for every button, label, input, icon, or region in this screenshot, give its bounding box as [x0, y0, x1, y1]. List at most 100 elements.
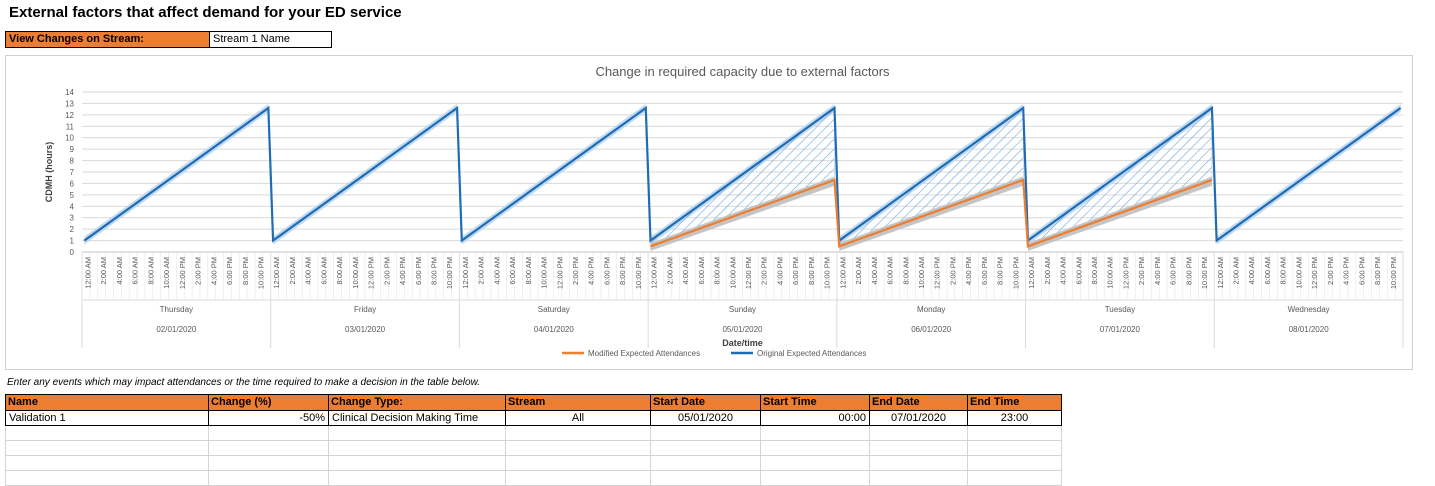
hour-tick-label: 8:00 PM: [1184, 257, 1193, 285]
stream-select[interactable]: Stream 1 Name: [210, 31, 332, 48]
table-header-row: Name Change (%) Change Type: Stream Star…: [5, 394, 1062, 411]
y-tick-label: 9: [70, 145, 75, 154]
y-tick-label: 2: [70, 225, 75, 234]
hour-tick-label: 12:00 AM: [838, 257, 847, 289]
empty-cell[interactable]: [967, 425, 1062, 441]
cell-end-date[interactable]: 07/01/2020: [869, 410, 968, 426]
col-header-start-time: Start Time: [760, 394, 870, 411]
empty-cell[interactable]: [5, 455, 209, 471]
hour-tick-label: 8:00 AM: [524, 257, 533, 285]
empty-cell[interactable]: [505, 455, 651, 471]
hour-tick-label: 6:00 AM: [319, 257, 328, 285]
empty-cell[interactable]: [328, 425, 506, 441]
empty-cell[interactable]: [869, 470, 968, 486]
day-name-label: Monday: [917, 305, 945, 314]
hour-tick-label: 12:00 AM: [84, 257, 93, 289]
hour-tick-label: 4:00 AM: [681, 257, 690, 285]
hour-tick-label: 6:00 PM: [225, 257, 234, 285]
stream-label: View Changes on Stream:: [5, 31, 210, 48]
cell-end-time[interactable]: 23:00: [967, 410, 1062, 426]
empty-cell[interactable]: [5, 470, 209, 486]
empty-cell[interactable]: [967, 455, 1062, 471]
empty-cell[interactable]: [328, 470, 506, 486]
hour-tick-label: 8:00 AM: [713, 257, 722, 285]
hour-tick-label: 4:00 PM: [1153, 257, 1162, 285]
cell-name[interactable]: Validation 1: [5, 410, 209, 426]
hour-tick-label: 4:00 AM: [492, 257, 501, 285]
cell-start-time[interactable]: 00:00: [760, 410, 870, 426]
hour-tick-label: 4:00 AM: [1059, 257, 1068, 285]
original-series-line: [83, 105, 1402, 243]
empty-cell[interactable]: [869, 440, 968, 456]
empty-cell[interactable]: [208, 455, 329, 471]
y-tick-label: 14: [65, 88, 74, 97]
hour-tick-label: 12:00 AM: [272, 257, 281, 289]
empty-cell[interactable]: [967, 470, 1062, 486]
y-tick-label: 1: [70, 237, 75, 246]
hour-tick-label: 2:00 AM: [477, 257, 486, 285]
hour-tick-label: 10:00 PM: [1389, 257, 1398, 289]
hour-tick-label: 6:00 AM: [697, 257, 706, 285]
hour-tick-label: 6:00 PM: [1169, 257, 1178, 285]
hour-tick-label: 4:00 PM: [1342, 257, 1351, 285]
col-header-stream: Stream: [505, 394, 651, 411]
empty-cell[interactable]: [208, 440, 329, 456]
hour-tick-label: 4:00 AM: [304, 257, 313, 285]
empty-cell[interactable]: [967, 440, 1062, 456]
hour-tick-label: 6:00 PM: [414, 257, 423, 285]
hour-tick-label: 12:00 PM: [178, 257, 187, 289]
y-axis-label: CDMH (hours): [44, 142, 54, 203]
empty-cell[interactable]: [5, 425, 209, 441]
hour-tick-label: 2:00 AM: [665, 257, 674, 285]
hour-tick-label: 10:00 PM: [1011, 257, 1020, 289]
hour-tick-label: 6:00 PM: [980, 257, 989, 285]
empty-cell[interactable]: [760, 470, 870, 486]
empty-cell[interactable]: [328, 440, 506, 456]
capacity-chart: Change in required capacity due to exter…: [5, 55, 1413, 370]
col-header-change-type: Change Type:: [328, 394, 506, 411]
cell-stream[interactable]: All: [505, 410, 651, 426]
hour-tick-label: 8:00 PM: [996, 257, 1005, 285]
cell-start-date[interactable]: 05/01/2020: [650, 410, 761, 426]
hour-tick-label: 10:00 AM: [540, 257, 549, 289]
empty-cell[interactable]: [505, 470, 651, 486]
hour-tick-label: 10:00 PM: [823, 257, 832, 289]
empty-cell[interactable]: [208, 470, 329, 486]
page-title: External factors that affect demand for …: [9, 4, 402, 21]
empty-cell[interactable]: [650, 470, 761, 486]
legend-label-original: Original Expected Attendances: [757, 349, 866, 358]
cell-change[interactable]: -50%: [208, 410, 329, 426]
cell-change-type[interactable]: Clinical Decision Making Time: [328, 410, 506, 426]
y-tick-label: 10: [65, 134, 74, 143]
empty-cell[interactable]: [760, 425, 870, 441]
hour-tick-label: 10:00 PM: [256, 257, 265, 289]
date-label: 02/01/2020: [156, 325, 197, 334]
hour-tick-label: 8:00 AM: [1090, 257, 1099, 285]
empty-cell[interactable]: [760, 455, 870, 471]
empty-cell[interactable]: [505, 425, 651, 441]
y-tick-label: 8: [70, 157, 75, 166]
hour-tick-label: 2:00 PM: [194, 257, 203, 285]
empty-cell[interactable]: [650, 440, 761, 456]
empty-cell[interactable]: [328, 455, 506, 471]
empty-cell[interactable]: [505, 440, 651, 456]
empty-cell[interactable]: [869, 455, 968, 471]
hour-tick-label: 2:00 PM: [760, 257, 769, 285]
hour-tick-label: 2:00 AM: [99, 257, 108, 285]
col-header-start-date: Start Date: [650, 394, 761, 411]
x-axis-label: Date/time: [722, 338, 763, 348]
empty-cell[interactable]: [650, 425, 761, 441]
empty-cell[interactable]: [760, 440, 870, 456]
hour-tick-label: 8:00 PM: [1373, 257, 1382, 285]
hour-tick-label: 12:00 AM: [650, 257, 659, 289]
hour-tick-label: 4:00 AM: [115, 257, 124, 285]
empty-cell[interactable]: [650, 455, 761, 471]
hour-tick-label: 12:00 PM: [1310, 257, 1319, 289]
empty-cell[interactable]: [869, 425, 968, 441]
hour-tick-label: 8:00 PM: [618, 257, 627, 285]
empty-cell[interactable]: [5, 440, 209, 456]
hour-tick-label: 12:00 PM: [933, 257, 942, 289]
day-name-label: Thursday: [160, 305, 193, 314]
empty-cell[interactable]: [208, 425, 329, 441]
events-table: Name Change (%) Change Type: Stream Star…: [5, 394, 1062, 486]
